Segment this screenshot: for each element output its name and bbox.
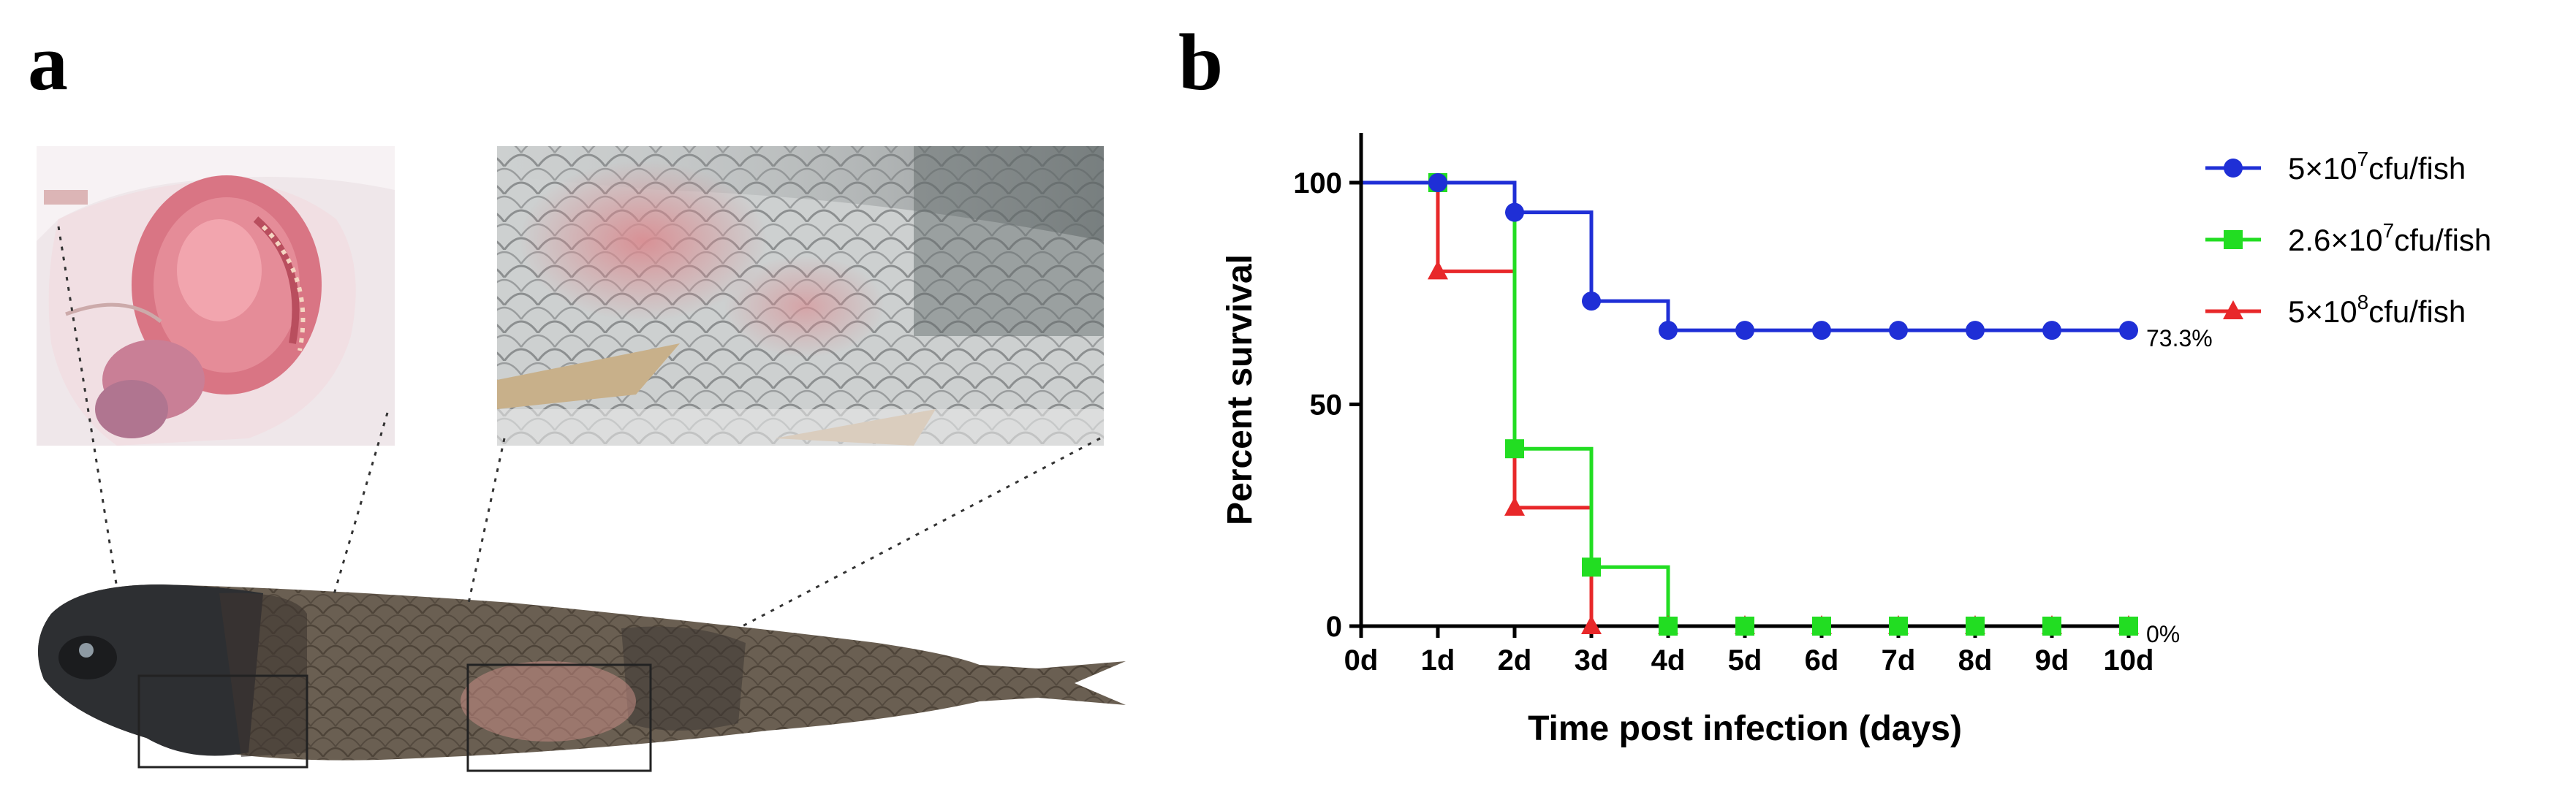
series-2-point: [1966, 617, 1985, 636]
series-2-point: [1582, 557, 1601, 577]
legend-label-2: 2.6×107cfu/fish: [2288, 219, 2491, 257]
series-2-point: [1735, 617, 1754, 636]
x-tick-label: 8d: [1958, 644, 1993, 677]
series-2-end-label: 0%: [2146, 621, 2180, 647]
series-1-point: [1735, 321, 1754, 340]
y-tick-label: 50: [1310, 389, 1343, 422]
x-tick-label: 7d: [1882, 644, 1916, 677]
series-3-point: [1504, 496, 1525, 516]
panel-a: a: [28, 18, 1126, 772]
survival-chart: 0d 1d 2d 3d 4d 5d 6d 7d 8d 9d 10d 0 50 100 0% 73.3% Ti…: [1221, 133, 2491, 748]
x-tick-label: 9d: [2035, 644, 2069, 677]
tick-layer: 0d 1d 2d 3d 4d 5d 6d 7d 8d 9d 10d 0 50 100: [1293, 167, 2153, 677]
connector-lines: [57, 226, 1101, 630]
legend: 5×107cfu/fish 2.6×107cfu/fish 5×108cfu/fis…: [2205, 148, 2491, 329]
y-tick-label: 0: [1326, 611, 1342, 643]
panel-b: b 0d 1d 2d 3d 4d 5d 6d 7d 8d 9d 10d 0 50 100 0% 73.3% …: [1178, 18, 2491, 748]
series-2-point: [1505, 439, 1524, 459]
series-1-point: [1659, 321, 1678, 340]
series-1-point: [1505, 202, 1524, 222]
series-1-point: [2042, 321, 2061, 340]
x-tick-label: 5d: [1728, 644, 1762, 677]
series-3-point: [1581, 615, 1602, 634]
series-1-point: [1428, 173, 1447, 192]
x-tick-label: 3d: [1575, 644, 1609, 677]
y-axis-title: Percent survival: [1221, 254, 1259, 525]
series-1-point: [1966, 321, 1985, 340]
legend-label-3: 5×108cfu/fish: [2288, 291, 2466, 329]
panel-a-label: a: [28, 18, 68, 107]
marker-layer: [1428, 173, 2139, 636]
legend-3-point: [2223, 300, 2243, 319]
series-2-point: [2042, 617, 2061, 636]
series-1-line: [1361, 180, 2129, 332]
series-3-point: [1428, 260, 1448, 280]
series-2-point: [1659, 617, 1678, 636]
series-2-point: [2119, 617, 2138, 636]
x-tick-label: 1d: [1421, 644, 1455, 677]
x-tick-label: 10d: [2104, 644, 2154, 677]
photo-lesion-closeup: [497, 146, 1104, 446]
series-1-point: [1889, 321, 1908, 340]
panel-b-label: b: [1178, 18, 1223, 107]
series-2-point: [1889, 617, 1908, 636]
legend-2-point: [2224, 230, 2243, 249]
photo-gill-closeup: [37, 146, 395, 446]
legend-label-1: 5×107cfu/fish: [2288, 148, 2466, 186]
series-1-point: [1812, 321, 1831, 340]
series-1-point: [1582, 292, 1601, 311]
y-tick-label: 100: [1293, 167, 1342, 199]
series-1-point: [2119, 321, 2138, 340]
x-tick-label: 2d: [1498, 644, 1532, 677]
legend-1-point: [2224, 159, 2243, 178]
x-tick-label: 0d: [1344, 644, 1379, 677]
series-1-end-label: 73.3%: [2146, 325, 2213, 351]
x-axis-title: Time post infection (days): [1528, 709, 1962, 748]
series-layer: [1361, 180, 2129, 628]
series-3-line: [1361, 180, 2129, 628]
x-tick-label: 4d: [1651, 644, 1686, 677]
end-label-layer: 0% 73.3%: [2146, 325, 2213, 647]
photo-whole-fish: [38, 584, 1126, 772]
series-2-point: [1812, 617, 1831, 636]
series-2-line: [1361, 180, 2129, 628]
x-tick-label: 6d: [1805, 644, 1839, 677]
